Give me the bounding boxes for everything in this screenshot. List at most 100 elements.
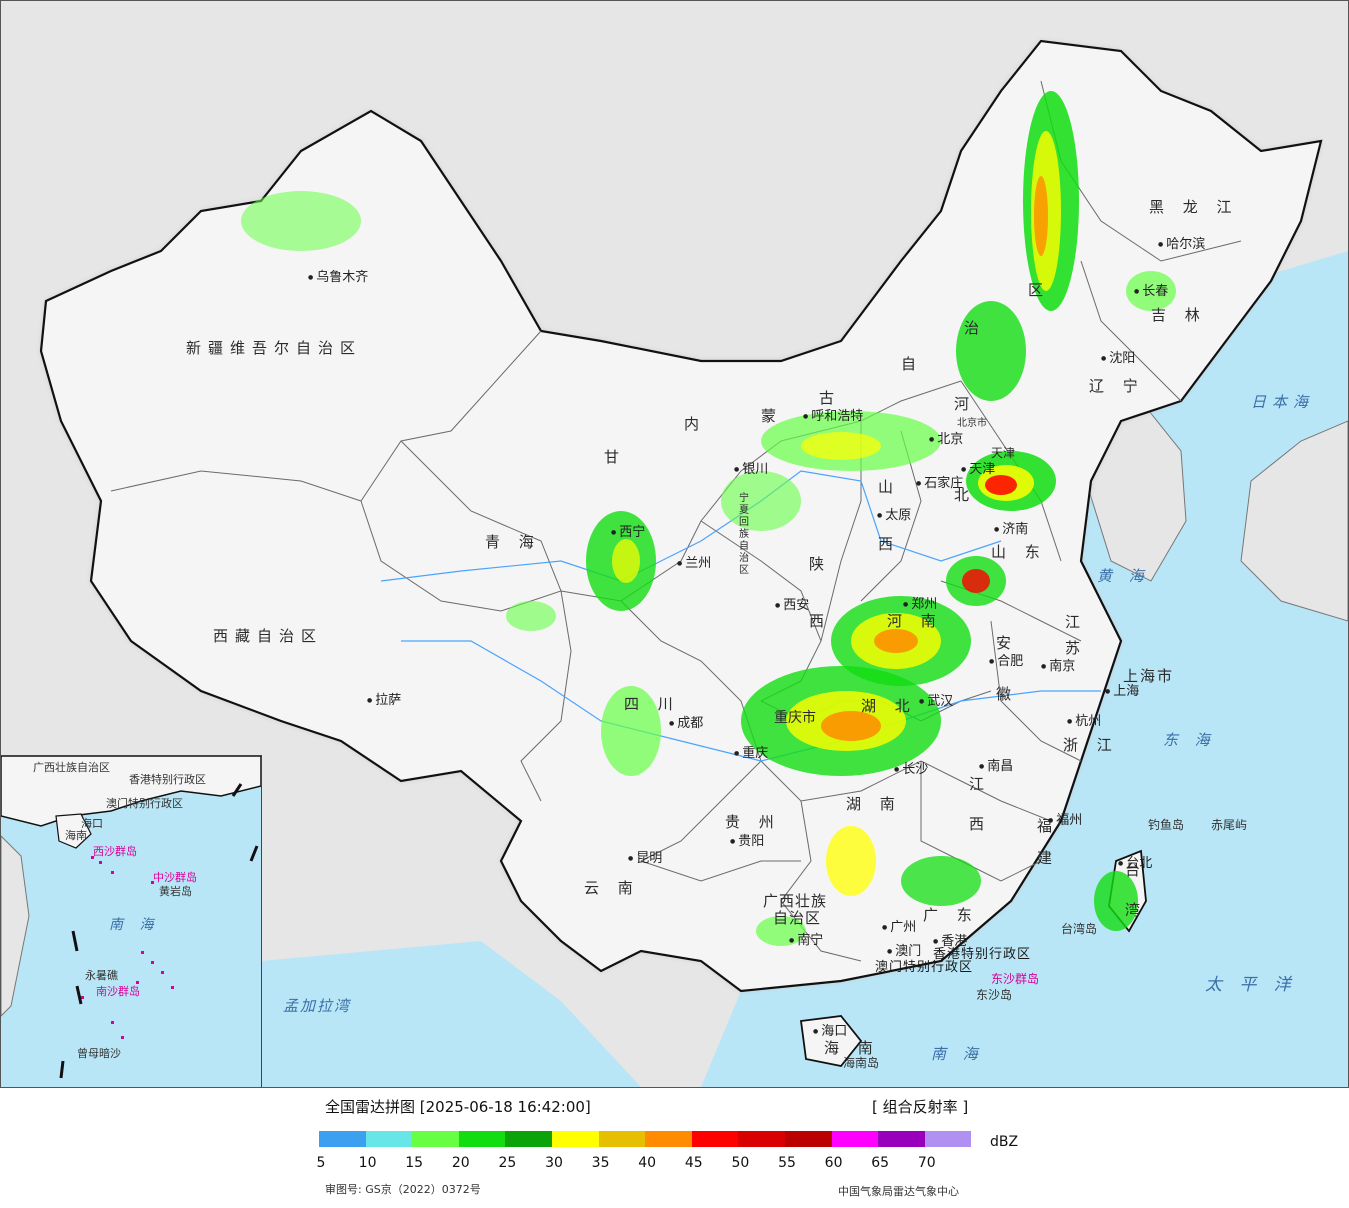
scale-tick-50: 50 <box>731 1155 750 1171</box>
province-label-neimenggu-3: 古 <box>819 389 835 407</box>
inset-label-nanhai: 南 海 <box>109 917 160 933</box>
scale-tick-70: 70 <box>917 1155 936 1171</box>
city-lanzhou: 兰州 <box>677 557 711 570</box>
scale-swatch-20 <box>458 1131 506 1147</box>
city-hangzhou: 杭州 <box>1067 715 1101 728</box>
scale-tick-15: 15 <box>405 1155 424 1171</box>
province-label-anhui-2: 徽 <box>996 685 1012 703</box>
province-label-hunan: 湖 南 <box>846 795 902 813</box>
city-nanchang: 南昌 <box>979 760 1013 773</box>
province-label-neimenggu-2: 蒙 <box>761 407 777 425</box>
japan-land <box>1240 420 1348 622</box>
island-label-taiwan: 台湾岛 <box>1061 922 1098 936</box>
scale-swatch-65 <box>878 1131 925 1147</box>
legend-unit: dBZ <box>990 1134 1019 1150</box>
province-label-hubei: 湖 北 <box>861 697 917 715</box>
province-label-hebei-2: 北 <box>954 486 970 504</box>
province-label-yunnan: 云 南 <box>584 879 640 897</box>
province-label-guangdong: 广 东 <box>923 906 979 924</box>
city-hefei: 合肥 <box>989 655 1023 668</box>
province-label-henan: 河 南 <box>887 612 943 630</box>
province-label-guangxi-1: 广西壮族 <box>763 892 828 910</box>
scale-swatch-10 <box>365 1131 413 1147</box>
province-label-jilin: 吉 林 <box>1151 306 1207 324</box>
legend-title: 全国雷达拼图 [2025-06-18 16:42:00] <box>325 1098 591 1116</box>
province-label-zhejiang: 浙 江 <box>1063 736 1119 754</box>
province-label-neimenggu-4: 自 <box>901 355 917 373</box>
province-label-guangxi-2: 自治区 <box>773 909 822 927</box>
city-tianjin: 天津 <box>961 463 995 476</box>
city-taibei: 台北 <box>1118 857 1152 870</box>
province-label-heilongjiang: 黑 龙 江 <box>1149 198 1239 216</box>
scale-swatch-55 <box>784 1131 832 1147</box>
inset-label-zengmu: 曾母暗沙 <box>77 1047 121 1060</box>
province-label-ningxia: 宁夏回族自治区 <box>739 493 749 576</box>
scale-swatch-40 <box>645 1131 692 1147</box>
island-label-diaoyu: 钓鱼岛 <box>1148 818 1185 832</box>
city-zhengzhou: 郑州 <box>903 598 937 611</box>
city-guangzhou: 广州 <box>882 921 916 934</box>
inset-label-zhongsha: 中沙群岛 <box>153 871 197 884</box>
province-label-shandong: 山 东 <box>991 543 1047 561</box>
map-approval-number: 审图号: GS京（2022）0372号 <box>325 1183 481 1196</box>
city-taiyuan: 太原 <box>877 509 911 522</box>
province-label-chongqing: 重庆市 <box>774 710 816 726</box>
city-changchun: 长春 <box>1134 285 1168 298</box>
inset-label-guangxi: 广西壮族自治区 <box>33 761 110 774</box>
province-label-jiangxi-2: 西 <box>969 815 985 833</box>
city-wuhan: 武汉 <box>919 695 953 708</box>
province-label-hongkong: 香港特别行政区 <box>933 947 1032 962</box>
city-kunming: 昆明 <box>628 852 662 865</box>
city-chongqing: 重庆 <box>734 747 768 760</box>
province-label-gansu: 甘 <box>604 448 620 466</box>
island-label-chiwei: 赤尾屿 <box>1211 818 1248 832</box>
scale-swatch-30 <box>551 1131 599 1147</box>
scale-swatch-70 <box>924 1131 972 1147</box>
south-china-sea-inset: 广西壮族自治区 香港特别行政区 澳门特别行政区 海口 海南 西沙群岛 中沙群岛 … <box>1 755 262 1087</box>
scale-tick-45: 45 <box>684 1155 703 1171</box>
city-shenyang: 沈阳 <box>1101 352 1135 365</box>
province-label-macau: 澳门特别行政区 <box>875 960 974 975</box>
province-label-liaoning: 辽 宁 <box>1089 377 1145 395</box>
city-lhasa: 拉萨 <box>367 694 401 707</box>
province-label-sichuan: 四 川 <box>624 695 680 713</box>
province-label-xinjiang: 新疆维吾尔自治区 <box>186 339 363 357</box>
data-source: 中国气象局雷达气象中心 <box>838 1185 959 1198</box>
inset-label-yongshu: 永暑礁 <box>85 969 118 982</box>
scale-tick-5: 5 <box>316 1155 326 1171</box>
scale-tick-10: 10 <box>358 1155 377 1171</box>
scale-swatch-15 <box>412 1131 459 1147</box>
color-scale-bar <box>319 1131 972 1147</box>
city-hongkong: 香港 <box>933 935 967 948</box>
scale-swatch-50 <box>738 1131 785 1147</box>
scale-tick-20: 20 <box>451 1155 470 1171</box>
scale-swatch-5 <box>319 1131 366 1147</box>
province-label-jiangsu-1: 江 <box>1065 613 1081 631</box>
scale-swatch-45 <box>691 1131 739 1147</box>
province-label-taiwan-2: 湾 <box>1125 901 1141 919</box>
province-label-tianjin: 天津 <box>991 446 1016 460</box>
inset-label-haikou: 海口 <box>81 817 103 830</box>
city-nanjing: 南京 <box>1041 660 1075 673</box>
island-label-dongsha: 东沙群岛 <box>991 972 1040 986</box>
city-macau: 澳门 <box>887 945 921 958</box>
scale-tick-25: 25 <box>498 1155 517 1171</box>
city-nanning: 南宁 <box>789 934 823 947</box>
province-label-jiangsu-2: 苏 <box>1065 639 1081 657</box>
province-label-fujian-2: 建 <box>1037 849 1053 867</box>
radar-echoes <box>241 91 1176 946</box>
province-label-neimenggu-1: 内 <box>684 415 700 433</box>
island-label-dongsha-island: 东沙岛 <box>976 988 1013 1002</box>
scale-tick-30: 30 <box>545 1155 563 1171</box>
island-label-hainan: 海南岛 <box>843 1056 880 1070</box>
province-label-beijing: 北京市 <box>957 418 987 429</box>
province-label-shaanxi-2: 西 <box>809 612 825 630</box>
inset-label-xisha: 西沙群岛 <box>93 845 137 858</box>
legend-product: [ 组合反射率 ] <box>872 1098 969 1116</box>
city-haikou: 海口 <box>813 1025 847 1038</box>
city-shanghai: 上海 <box>1105 685 1139 698</box>
province-label-hebei-1: 河 <box>954 395 970 413</box>
province-label-shanxi-1: 山 <box>878 478 894 496</box>
inset-label-huangyan: 黄岩岛 <box>159 885 192 898</box>
city-beijing: 北京 <box>929 433 963 446</box>
